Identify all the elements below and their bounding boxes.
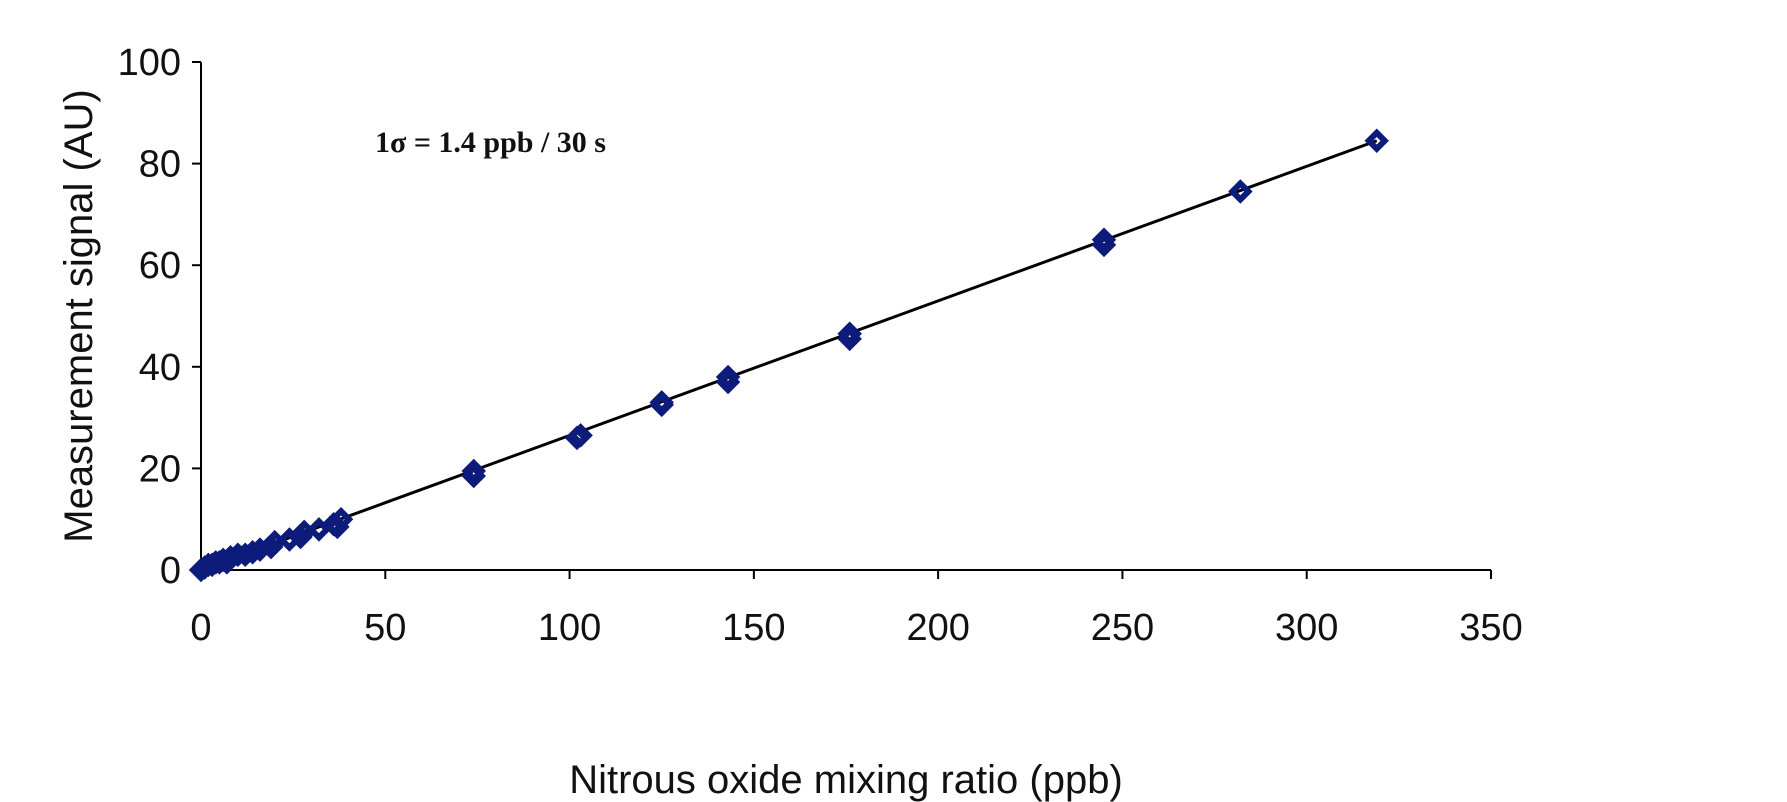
annotation-label: 1σ = 1.4 ppb / 30 s bbox=[375, 126, 606, 159]
axes bbox=[200, 62, 1491, 571]
data-points bbox=[188, 128, 1389, 583]
x-tick-label: 300 bbox=[1275, 607, 1338, 649]
y-tick-label: 60 bbox=[139, 245, 181, 287]
x-tick-label: 250 bbox=[1091, 607, 1154, 649]
y-ticks: 0 20 40 60 80 100 bbox=[118, 42, 201, 592]
y-tick-label: 100 bbox=[118, 42, 181, 84]
y-axis-title: Measurement signal (AU) bbox=[57, 89, 101, 543]
data-point bbox=[461, 458, 486, 484]
x-tick-label: 0 bbox=[190, 607, 211, 649]
fit-line bbox=[200, 139, 1378, 572]
y-tick-label: 0 bbox=[160, 550, 181, 592]
x-tick-label: 200 bbox=[906, 607, 969, 649]
x-tick-label: 150 bbox=[722, 607, 785, 649]
data-point bbox=[837, 321, 862, 347]
data-point bbox=[649, 390, 674, 415]
data-point bbox=[715, 364, 741, 390]
x-axis-title: Nitrous oxide mixing ratio (ppb) bbox=[569, 758, 1123, 802]
y-tick-label: 40 bbox=[139, 347, 181, 389]
x-tick-label: 100 bbox=[538, 607, 601, 649]
data-point bbox=[568, 423, 593, 448]
data-point bbox=[328, 506, 354, 532]
x-tick-label: 350 bbox=[1459, 607, 1522, 649]
data-point bbox=[1364, 128, 1389, 153]
x-ticks: 0 50 100 150 200 250 300 350 bbox=[190, 570, 1523, 649]
data-point bbox=[1091, 227, 1117, 253]
y-tick-label: 20 bbox=[139, 448, 181, 490]
data-point bbox=[240, 539, 265, 565]
data-point bbox=[1228, 179, 1253, 204]
y-tick-label: 80 bbox=[139, 144, 181, 186]
x-tick-label: 50 bbox=[364, 607, 406, 649]
